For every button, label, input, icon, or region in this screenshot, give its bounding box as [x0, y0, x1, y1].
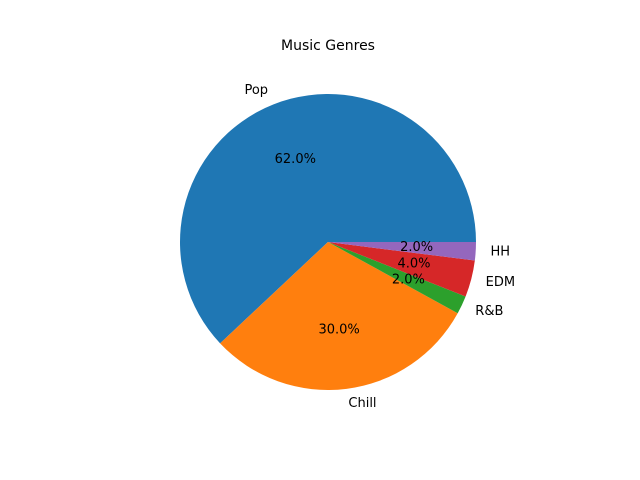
slice-label-pop: Pop: [244, 83, 268, 98]
pie-slices: [180, 94, 476, 390]
slice-label-chill: Chill: [348, 396, 376, 411]
pct-label-edm: 4.0%: [397, 257, 430, 272]
pie-slice-pop: [180, 94, 476, 344]
pie-labels: Pop 62.0% Chill 30.0% R&B 2.0% EDM 4.0% HH 2.0%: [244, 83, 515, 411]
pct-label-chill: 30.0%: [318, 323, 359, 338]
chart-title: Music Genres: [281, 38, 375, 54]
slice-label-randb: R&B: [475, 304, 503, 319]
slice-label-hh: HH: [490, 245, 510, 260]
pie-slice-hh: [328, 242, 476, 261]
pie-slice-randb: [328, 242, 466, 314]
pct-label-hh: 2.0%: [400, 240, 433, 255]
pie-slice-chill: [220, 242, 458, 390]
pct-label-pop: 62.0%: [275, 152, 316, 167]
slice-label-edm: EDM: [486, 275, 515, 290]
pct-label-randb: 2.0%: [392, 272, 425, 287]
pie-slice-edm: [328, 242, 475, 297]
